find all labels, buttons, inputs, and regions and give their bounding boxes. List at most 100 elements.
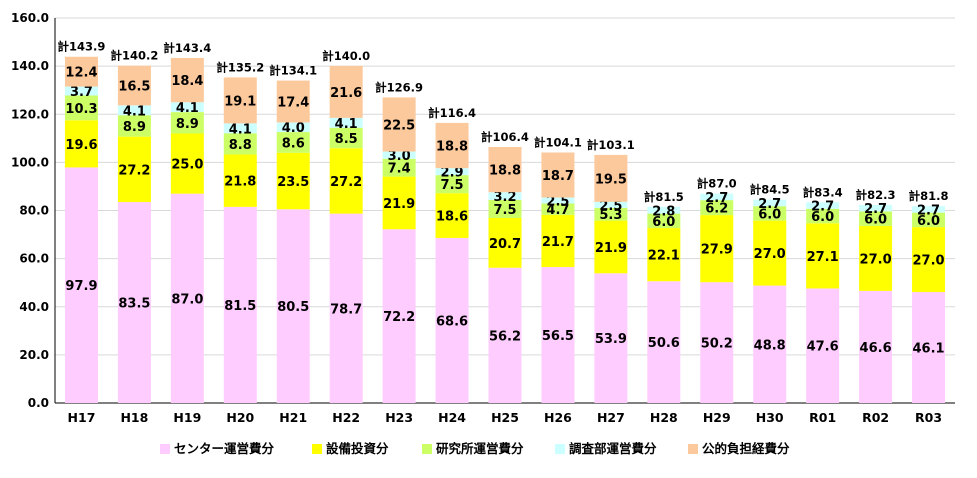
bar-segment bbox=[117, 115, 151, 137]
x-tick-label: H19 bbox=[173, 410, 201, 425]
y-tick-label: 160.0 bbox=[11, 11, 49, 25]
data-label: 47.6 bbox=[807, 340, 839, 355]
legend-swatch bbox=[312, 444, 322, 454]
x-tick-label: H20 bbox=[226, 410, 254, 425]
data-label: 17.4 bbox=[277, 95, 309, 110]
data-label: 53.9 bbox=[595, 332, 627, 347]
data-label: 2.7 bbox=[864, 202, 887, 217]
data-label: 25.0 bbox=[171, 158, 203, 173]
bar-segment bbox=[223, 206, 257, 403]
bar-segment bbox=[594, 220, 628, 274]
data-label: 8.9 bbox=[123, 120, 146, 135]
data-label: 8.6 bbox=[282, 136, 305, 151]
bar-segment bbox=[594, 207, 628, 221]
total-label: 計143.9 bbox=[58, 40, 106, 54]
data-label: 50.2 bbox=[701, 337, 733, 352]
data-label: 7.4 bbox=[388, 162, 411, 177]
bar-segment bbox=[912, 212, 946, 228]
bar-segment bbox=[64, 120, 98, 168]
total-label: 計126.9 bbox=[375, 80, 423, 94]
bar-segment bbox=[223, 133, 257, 155]
data-label: 87.0 bbox=[171, 292, 203, 307]
data-label: 72.2 bbox=[383, 310, 415, 325]
data-label: 10.3 bbox=[65, 102, 97, 117]
data-label: 19.5 bbox=[595, 172, 627, 187]
total-label: 計103.1 bbox=[587, 138, 635, 152]
data-label: 19.1 bbox=[224, 94, 256, 109]
bar-segment bbox=[806, 208, 840, 224]
bar-segment bbox=[806, 202, 840, 209]
data-label: 97.9 bbox=[65, 279, 97, 294]
bar-segment bbox=[753, 206, 787, 221]
bar-segment bbox=[329, 117, 363, 128]
bar-segment bbox=[594, 201, 628, 208]
bar-segment bbox=[647, 206, 681, 214]
x-tick-label: H22 bbox=[332, 410, 360, 425]
bar-segment bbox=[276, 132, 310, 153]
data-label: 5.3 bbox=[599, 208, 622, 223]
total-label: 計81.5 bbox=[644, 190, 684, 204]
x-tick-label: R03 bbox=[915, 410, 942, 425]
bar-segment bbox=[435, 193, 469, 238]
data-label: 21.9 bbox=[383, 197, 415, 212]
bar-segment bbox=[435, 122, 469, 169]
data-label: 8.5 bbox=[335, 132, 358, 147]
data-label: 18.8 bbox=[489, 164, 521, 179]
bar-segment bbox=[594, 154, 628, 202]
data-label: 27.2 bbox=[118, 163, 150, 178]
bar-segment bbox=[912, 292, 946, 403]
bar-segment bbox=[329, 127, 363, 149]
total-label: 計87.0 bbox=[697, 177, 737, 191]
bar-segment bbox=[64, 167, 98, 403]
bar-segment bbox=[276, 209, 310, 403]
y-tick-label: 0.0 bbox=[28, 396, 49, 410]
data-label: 78.7 bbox=[330, 302, 362, 317]
bar-segment bbox=[64, 56, 98, 87]
data-label: 21.6 bbox=[330, 86, 362, 101]
total-label: 計83.4 bbox=[803, 185, 843, 199]
bar-segment bbox=[700, 282, 734, 403]
data-label: 46.1 bbox=[912, 342, 944, 357]
bar-segment bbox=[276, 122, 310, 133]
data-label: 8.8 bbox=[229, 138, 252, 153]
data-label: 6.0 bbox=[811, 210, 834, 225]
data-label: 6.0 bbox=[917, 214, 940, 229]
bar-segment bbox=[859, 211, 893, 226]
data-label: 2.5 bbox=[546, 195, 569, 210]
data-label: 18.4 bbox=[171, 74, 203, 89]
data-label: 6.0 bbox=[652, 215, 675, 230]
y-tick-label: 60.0 bbox=[19, 252, 49, 266]
data-label: 56.2 bbox=[489, 329, 521, 344]
data-label: 18.7 bbox=[542, 169, 574, 184]
data-label: 50.6 bbox=[648, 336, 680, 351]
data-label: 4.7 bbox=[546, 203, 569, 218]
bar-segment bbox=[435, 175, 469, 194]
bar-segment bbox=[170, 57, 204, 103]
bar-segment bbox=[382, 158, 416, 177]
bar-segment bbox=[488, 146, 522, 193]
total-label: 計134.1 bbox=[269, 64, 317, 78]
bar-segment bbox=[435, 168, 469, 176]
bar-segment bbox=[700, 200, 734, 216]
data-label: 18.8 bbox=[436, 140, 468, 155]
data-label: 21.7 bbox=[542, 235, 574, 250]
bar-segment bbox=[859, 290, 893, 403]
data-label: 18.6 bbox=[436, 210, 468, 225]
bar-segment bbox=[170, 193, 204, 403]
bar-segment bbox=[382, 97, 416, 152]
data-label: 2.5 bbox=[599, 199, 622, 214]
data-label: 4.1 bbox=[229, 122, 252, 137]
bar-segment bbox=[276, 152, 310, 210]
data-label: 2.7 bbox=[705, 191, 728, 206]
legend-swatch bbox=[160, 444, 170, 454]
y-tick-label: 40.0 bbox=[19, 300, 49, 314]
bar-segment bbox=[223, 154, 257, 207]
data-label: 6.0 bbox=[864, 213, 887, 228]
bar-segment bbox=[488, 267, 522, 403]
bar-segment bbox=[223, 123, 257, 134]
data-label: 2.7 bbox=[811, 200, 834, 215]
bar-segment bbox=[329, 148, 363, 214]
total-label: 計104.1 bbox=[534, 136, 582, 150]
data-label: 4.1 bbox=[123, 104, 146, 119]
